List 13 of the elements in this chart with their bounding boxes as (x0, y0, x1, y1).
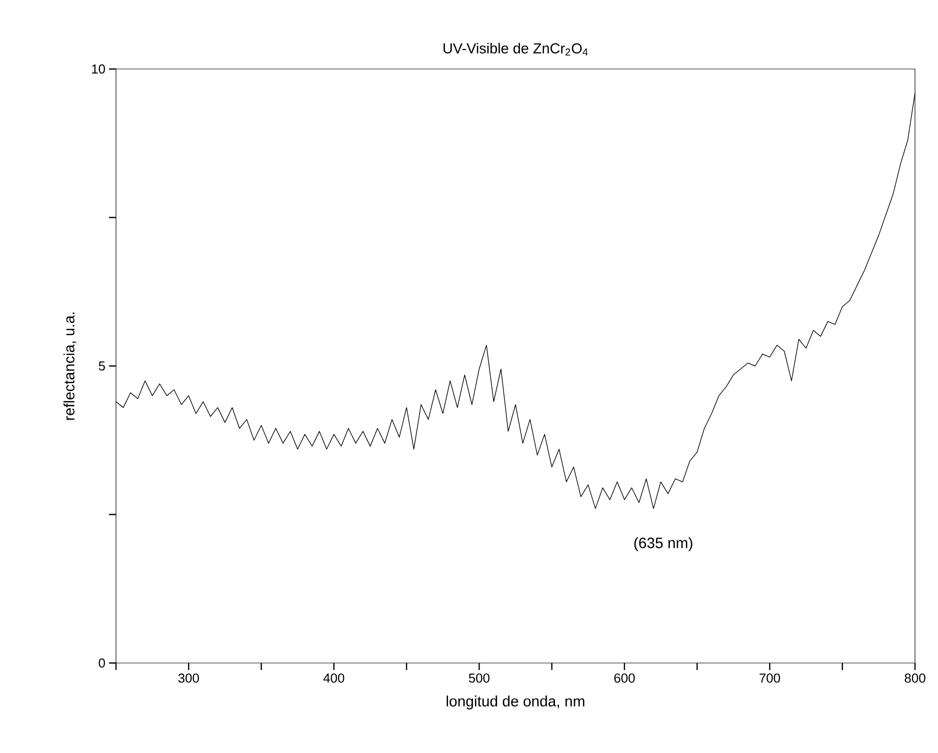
y-tick-label: 0 (98, 658, 105, 668)
x-tick-label: 700 (760, 674, 780, 683)
x-tick-label: 400 (323, 674, 344, 683)
annotation: (635 nm) (634, 537, 692, 552)
x-tick-label: 300 (178, 674, 199, 683)
y-tick-label: 10 (92, 64, 105, 74)
chart-title: UV-Visible de ZnCr$_{2}$O$_{4}$ (444, 42, 588, 56)
x-tick-label: 800 (904, 674, 926, 683)
y-tick-label: 5 (98, 361, 105, 371)
x-tick-label: 600 (614, 674, 635, 683)
x-tick-label: 500 (468, 674, 490, 683)
x-axis-title: longitud de onda, nm (446, 696, 584, 710)
y-axis-title: reflectancia, u.a. (63, 312, 76, 420)
